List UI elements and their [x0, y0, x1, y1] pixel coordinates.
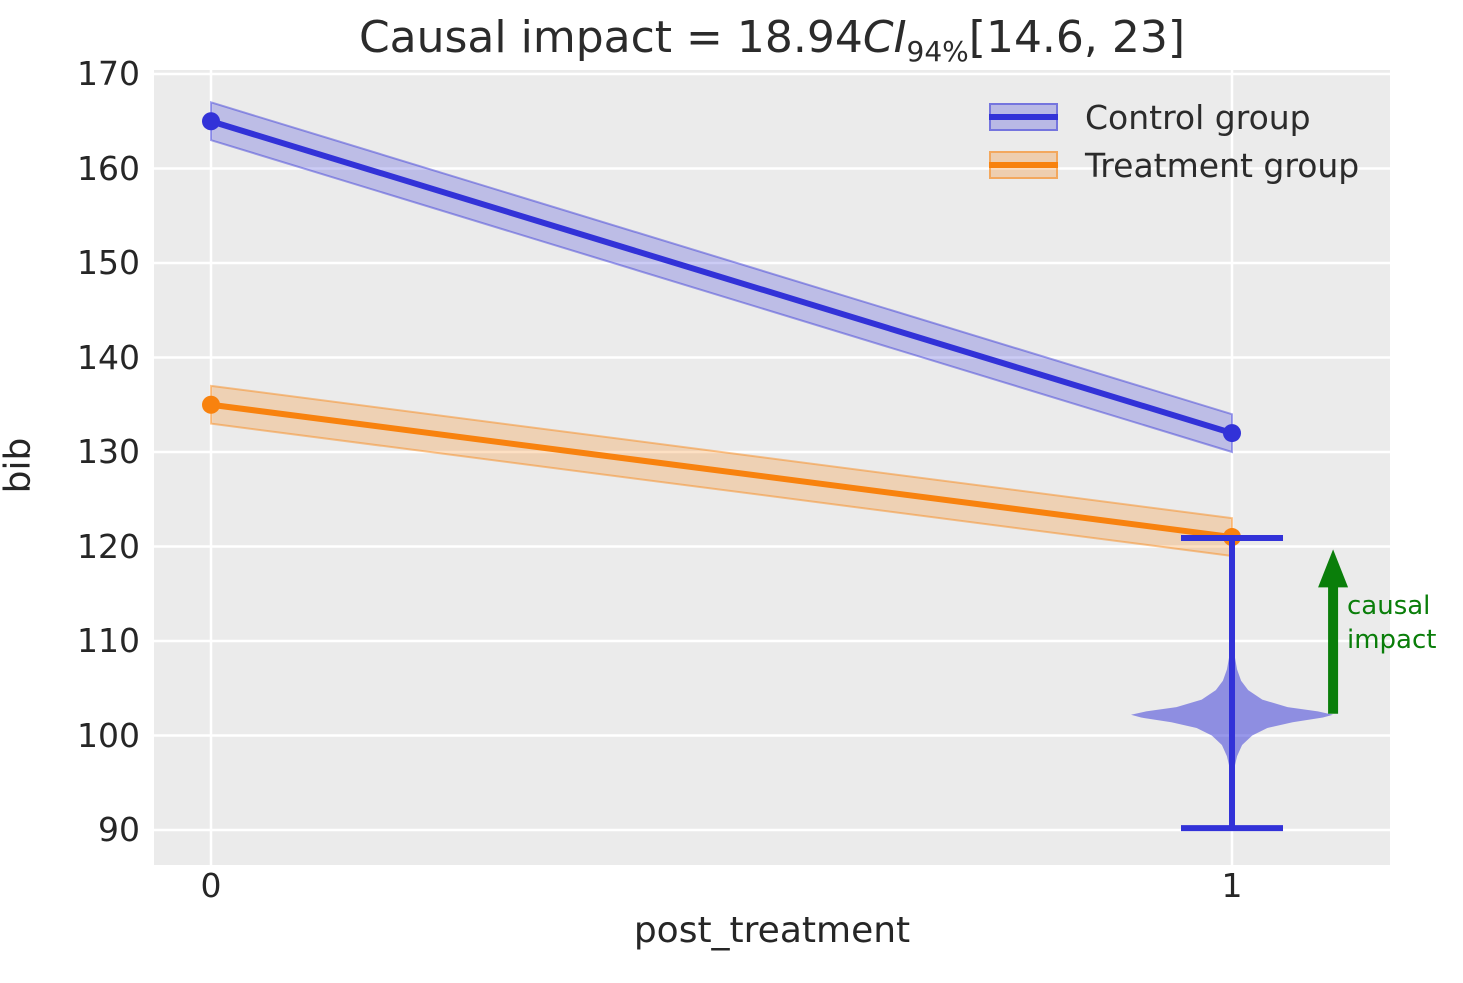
- plot-area: [154, 70, 1390, 865]
- control-point-0: [202, 112, 220, 131]
- control-group-swatch: [989, 103, 1058, 131]
- x-tick-label: 0: [200, 866, 222, 905]
- treatment-group-swatch-line: [989, 162, 1058, 168]
- control-group-swatch-line: [989, 114, 1058, 120]
- y-tick-label: 130: [77, 432, 140, 471]
- impact-arrow-head: [1318, 549, 1349, 588]
- y-tick-label: 110: [77, 621, 140, 660]
- annotation-line-2: impact: [1347, 625, 1437, 655]
- treatment-line: [208, 401, 1235, 541]
- annotation-line-1: causal: [1347, 591, 1431, 621]
- y-tick-label: 160: [77, 148, 140, 188]
- title-prefix: Causal impact = 18.94: [358, 12, 863, 63]
- causal-impact-annotation: causal impact: [1347, 589, 1436, 657]
- title-ci: CI: [862, 12, 907, 63]
- legend-item-control: Control group: [989, 93, 1359, 141]
- control-line: [208, 118, 1235, 437]
- x-tick-label: 1: [1221, 866, 1243, 905]
- y-tick-label: 90: [98, 810, 140, 849]
- chart-title: Causal impact = 18.94CI94%[14.6, 23]: [154, 12, 1390, 68]
- y-tick-label: 120: [77, 526, 140, 566]
- y-tick-label: 170: [77, 54, 140, 93]
- legend-label-treatment: Treatment group: [1085, 145, 1360, 185]
- y-tick-label: 140: [77, 337, 140, 377]
- treatment-point-0: [202, 395, 220, 414]
- y-tick-label: 100: [77, 715, 140, 755]
- control-point-1: [1223, 424, 1241, 443]
- legend-label-control: Control group: [1085, 97, 1311, 137]
- x-axis-label: post_treatment: [633, 910, 911, 951]
- y-tick-label: 150: [77, 243, 140, 282]
- title-ci-subscript: 94%: [906, 35, 969, 68]
- treatment-group-swatch: [989, 151, 1058, 179]
- title-interval: [14.6, 23]: [968, 12, 1186, 63]
- legend: Control group Treatment group: [989, 93, 1359, 189]
- legend-item-treatment: Treatment group: [989, 141, 1359, 189]
